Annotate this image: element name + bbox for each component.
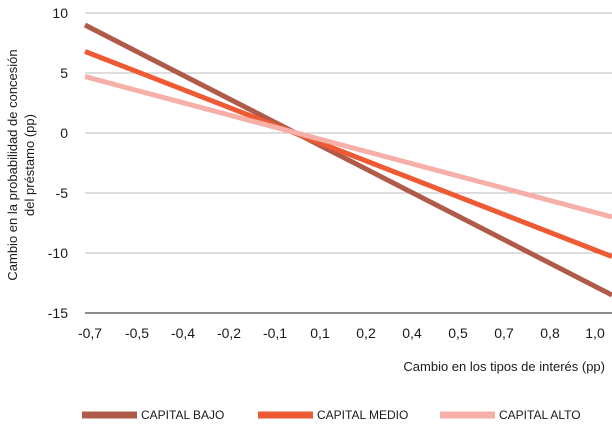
x-tick-label: -0,1 <box>263 325 287 341</box>
y-tick-label: 5 <box>60 65 68 81</box>
series-line-capital-medio <box>84 49 612 259</box>
x-tick-label: 0,5 <box>448 325 468 341</box>
x-tick-label: 0,8 <box>540 325 560 341</box>
series-line-capital-alto <box>84 74 612 220</box>
y-tick-label: -15 <box>48 305 68 321</box>
x-tick-label: -0,4 <box>171 325 195 341</box>
x-tick-label: -0,7 <box>78 325 102 341</box>
y-tick-label: -5 <box>56 185 69 201</box>
x-tick-label: -0,5 <box>125 325 149 341</box>
y-tick-labels: 10 5 0 -5 -10 -15 <box>48 5 68 321</box>
y-axis-title-line-1: Cambio en la probabilidad de concesión <box>5 49 20 280</box>
y-gridlines <box>85 12 612 254</box>
legend-label-capital-bajo: CAPITAL BAJO <box>141 408 224 422</box>
legend-label-capital-alto: CAPITAL ALTO <box>499 408 581 422</box>
y-axis-title-line-2: del préstamo (pp) <box>22 114 37 216</box>
x-tick-labels: -0,7 -0,5 -0,4 -0,2 -0,1 0,1 0,2 0,4 0,5… <box>78 325 605 341</box>
x-tick-label: -0,2 <box>217 325 241 341</box>
x-tick-label: 0,1 <box>310 325 330 341</box>
legend-label-capital-medio: CAPITAL MEDIO <box>317 408 408 422</box>
y-tick-label: 0 <box>60 125 68 141</box>
x-tick-label: 0,4 <box>402 325 422 341</box>
series-layer <box>83 22 612 298</box>
x-tick-label: 0,2 <box>356 325 376 341</box>
series-line-capital-bajo <box>83 22 612 298</box>
y-tick-label: 10 <box>52 5 68 21</box>
y-tick-label: -10 <box>48 245 68 261</box>
legend: CAPITAL BAJO CAPITAL MEDIO CAPITAL ALTO <box>82 408 581 422</box>
x-axis-title: Cambio en los tipos de interés (pp) <box>403 359 605 374</box>
x-tick-label: 0,7 <box>494 325 514 341</box>
x-tick-label: 1,0 <box>585 325 605 341</box>
